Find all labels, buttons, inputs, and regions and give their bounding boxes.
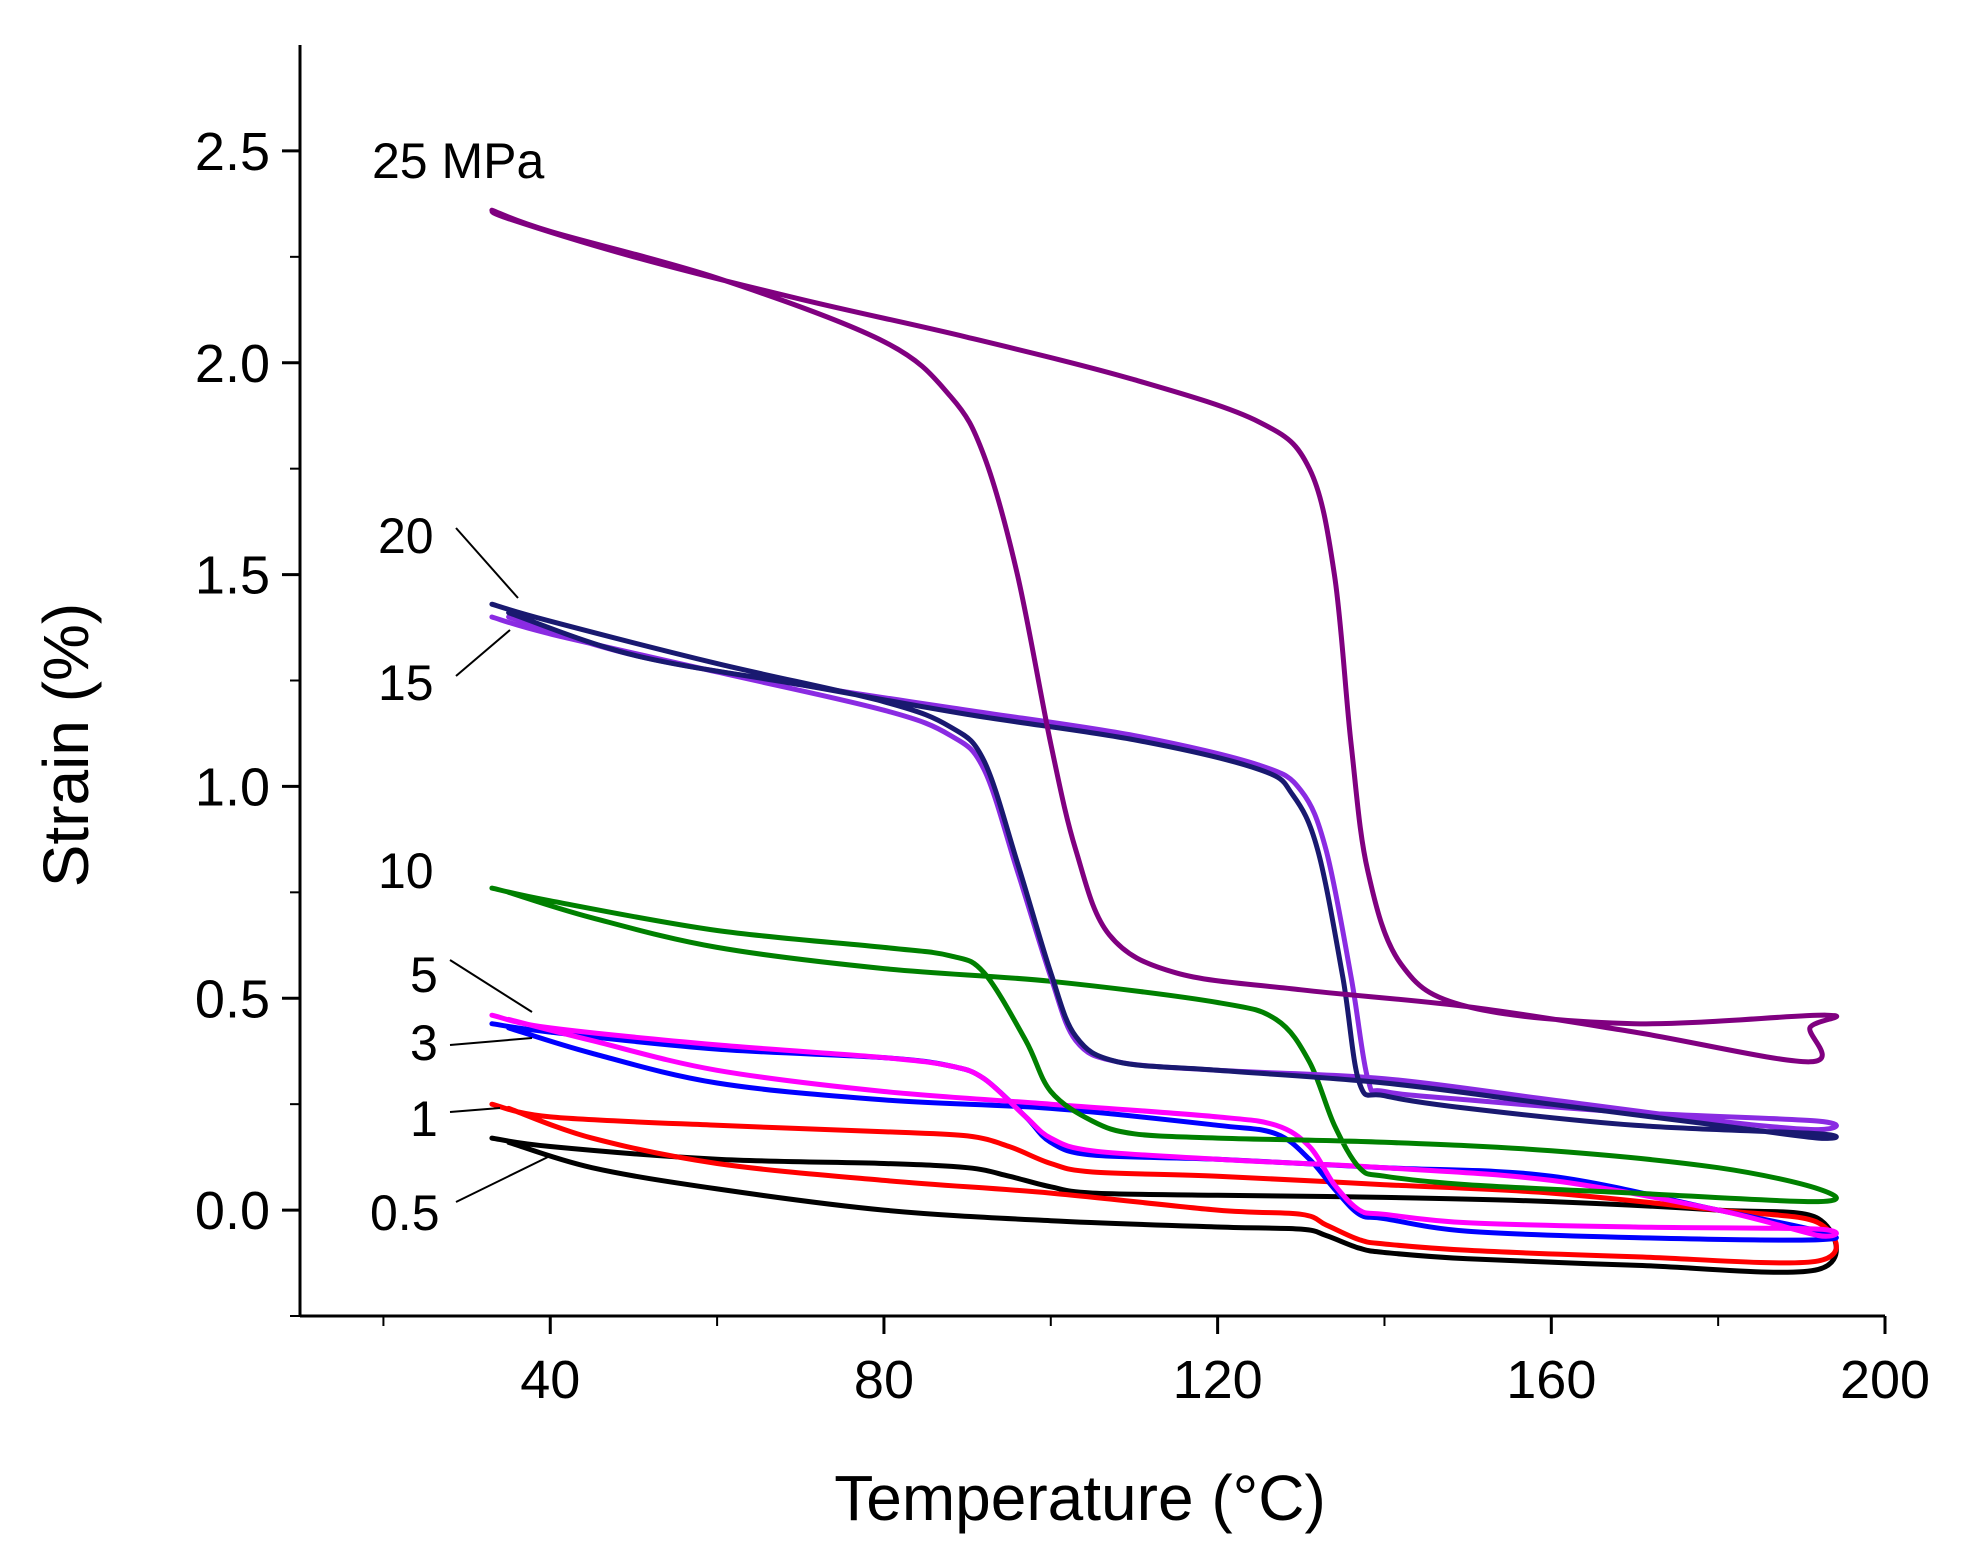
annotation-layer: 25 MPa 20 15 10 5 3 1 0.5 [370,133,553,1241]
series-line-1-mpa [489,1101,1839,1266]
annotation-leader-5 [449,959,533,1013]
y-tick-label-0.0: 0.0 [195,1181,270,1241]
x-tick-label-200: 200 [1840,1350,1930,1410]
series-line-20-mpa [489,601,1839,1141]
annotation-leader-15 [455,629,511,677]
annotation-label-15: 15 [378,655,434,711]
annotation-label-10: 10 [378,843,434,899]
y-axis-title: Strain (%) [30,603,102,888]
annotation-leader-20 [455,527,519,599]
annotation-leader-1 [449,1107,501,1113]
y-tick-label-2.5: 2.5 [195,122,270,182]
y-tick-label-1.5: 1.5 [195,546,270,606]
annotation-label-0p5: 0.5 [370,1185,440,1241]
annotation-leader-0p5 [455,1154,553,1203]
series-line-25-mpa [489,207,1840,1065]
x-tick-label-120: 120 [1173,1350,1263,1410]
series-line-15-mpa [489,614,1839,1133]
x-tick-label-160: 160 [1506,1350,1596,1410]
annotation-label-20: 20 [378,508,434,564]
y-tick-label-0.5: 0.5 [195,969,270,1029]
y-tick-label-2.0: 2.0 [195,334,270,394]
annotation-label-3: 3 [410,1015,438,1071]
annotation-label-25-mpa: 25 MPa [372,133,545,189]
annotation-leader-3 [449,1037,533,1046]
annotation-label-5: 5 [410,947,438,1003]
x-axis-title: Temperature (°C) [834,1462,1326,1534]
series-line-10-mpa [489,885,1839,1205]
x-tick-label-40: 40 [520,1350,580,1410]
annotation-label-1: 1 [410,1091,438,1147]
series-layer [489,207,1840,1275]
x-tick-label-80: 80 [854,1350,914,1410]
series-line-5-mpa [489,1012,1839,1239]
y-tick-label-1.0: 1.0 [195,757,270,817]
